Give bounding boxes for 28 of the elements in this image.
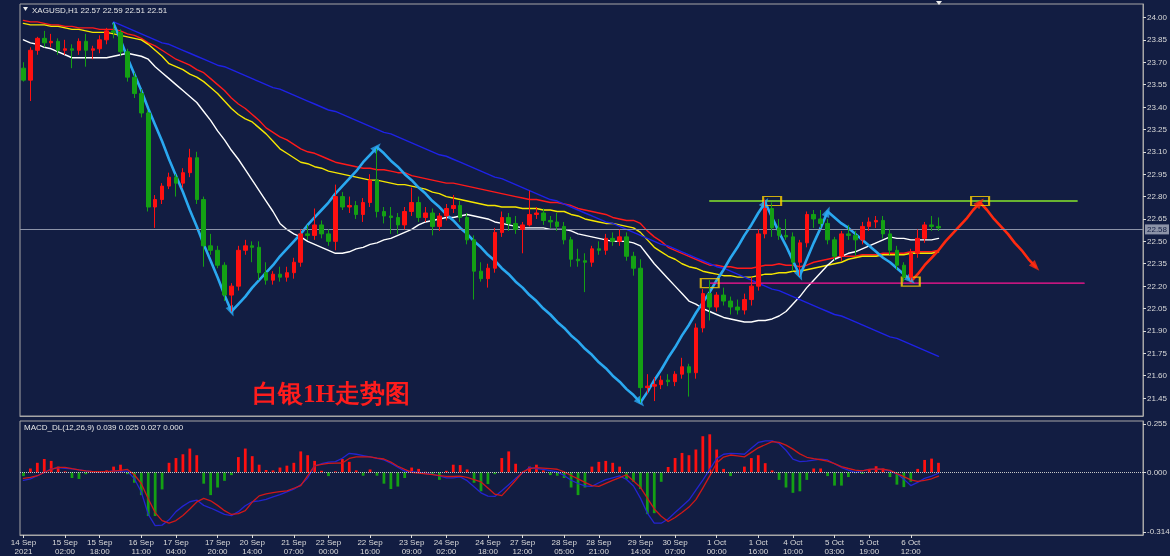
x-tick-label: 20 Sep 14:00	[238, 538, 266, 556]
x-tick-label: 15 Sep 18:00	[86, 538, 114, 556]
x-tick-label: 21 Sep 07:00	[280, 538, 308, 556]
x-tick-label: 27 Sep 12:00	[508, 538, 537, 556]
x-tick-label: 23 Sep 09:00	[397, 538, 426, 556]
x-tick-label: 5 Oct 03:00	[823, 538, 846, 556]
y-tick-label: -0.314	[1147, 527, 1170, 537]
x-tick-label: 17 Sep 04:00	[162, 538, 190, 556]
x-tick-label: 17 Sep 20:00	[203, 538, 232, 556]
x-tick-label: 5 Oct 19:00	[858, 538, 881, 556]
x-tick-label: 6 Oct 12:00	[899, 538, 922, 556]
x-tick-label: 29 Sep 14:00	[626, 538, 655, 556]
x-tick-label: 22 Sep 00:00	[314, 538, 343, 556]
y-tick-label: 0.255	[1147, 419, 1168, 429]
y-tick-label: 0.000	[1147, 467, 1168, 477]
x-tick-label: 15 Sep 02:00	[51, 538, 79, 556]
chart-title: MACD_DL(12,26,9) 0.039 0.025 0.027 0.000	[24, 422, 184, 432]
x-tick-label: 1 Oct 16:00	[747, 538, 770, 556]
x-tick-label: 1 Oct 00:00	[705, 538, 728, 556]
x-tick-label: 4 Oct 10:00	[781, 538, 804, 556]
x-tick-label: 16 Sep 11:00	[127, 538, 155, 556]
x-tick-label: 30 Sep 07:00	[661, 538, 689, 556]
x-tick-label: 28 Sep 05:00	[550, 538, 578, 556]
x-tick-label: 24 Sep 18:00	[474, 538, 502, 556]
x-tick-label: 14 Sep 2021	[9, 538, 38, 556]
x-tick-label: 28 Sep 21:00	[585, 538, 613, 556]
x-tick-label: 22 Sep 16:00	[356, 538, 384, 556]
x-tick-label: 24 Sep 02:00	[432, 538, 460, 556]
